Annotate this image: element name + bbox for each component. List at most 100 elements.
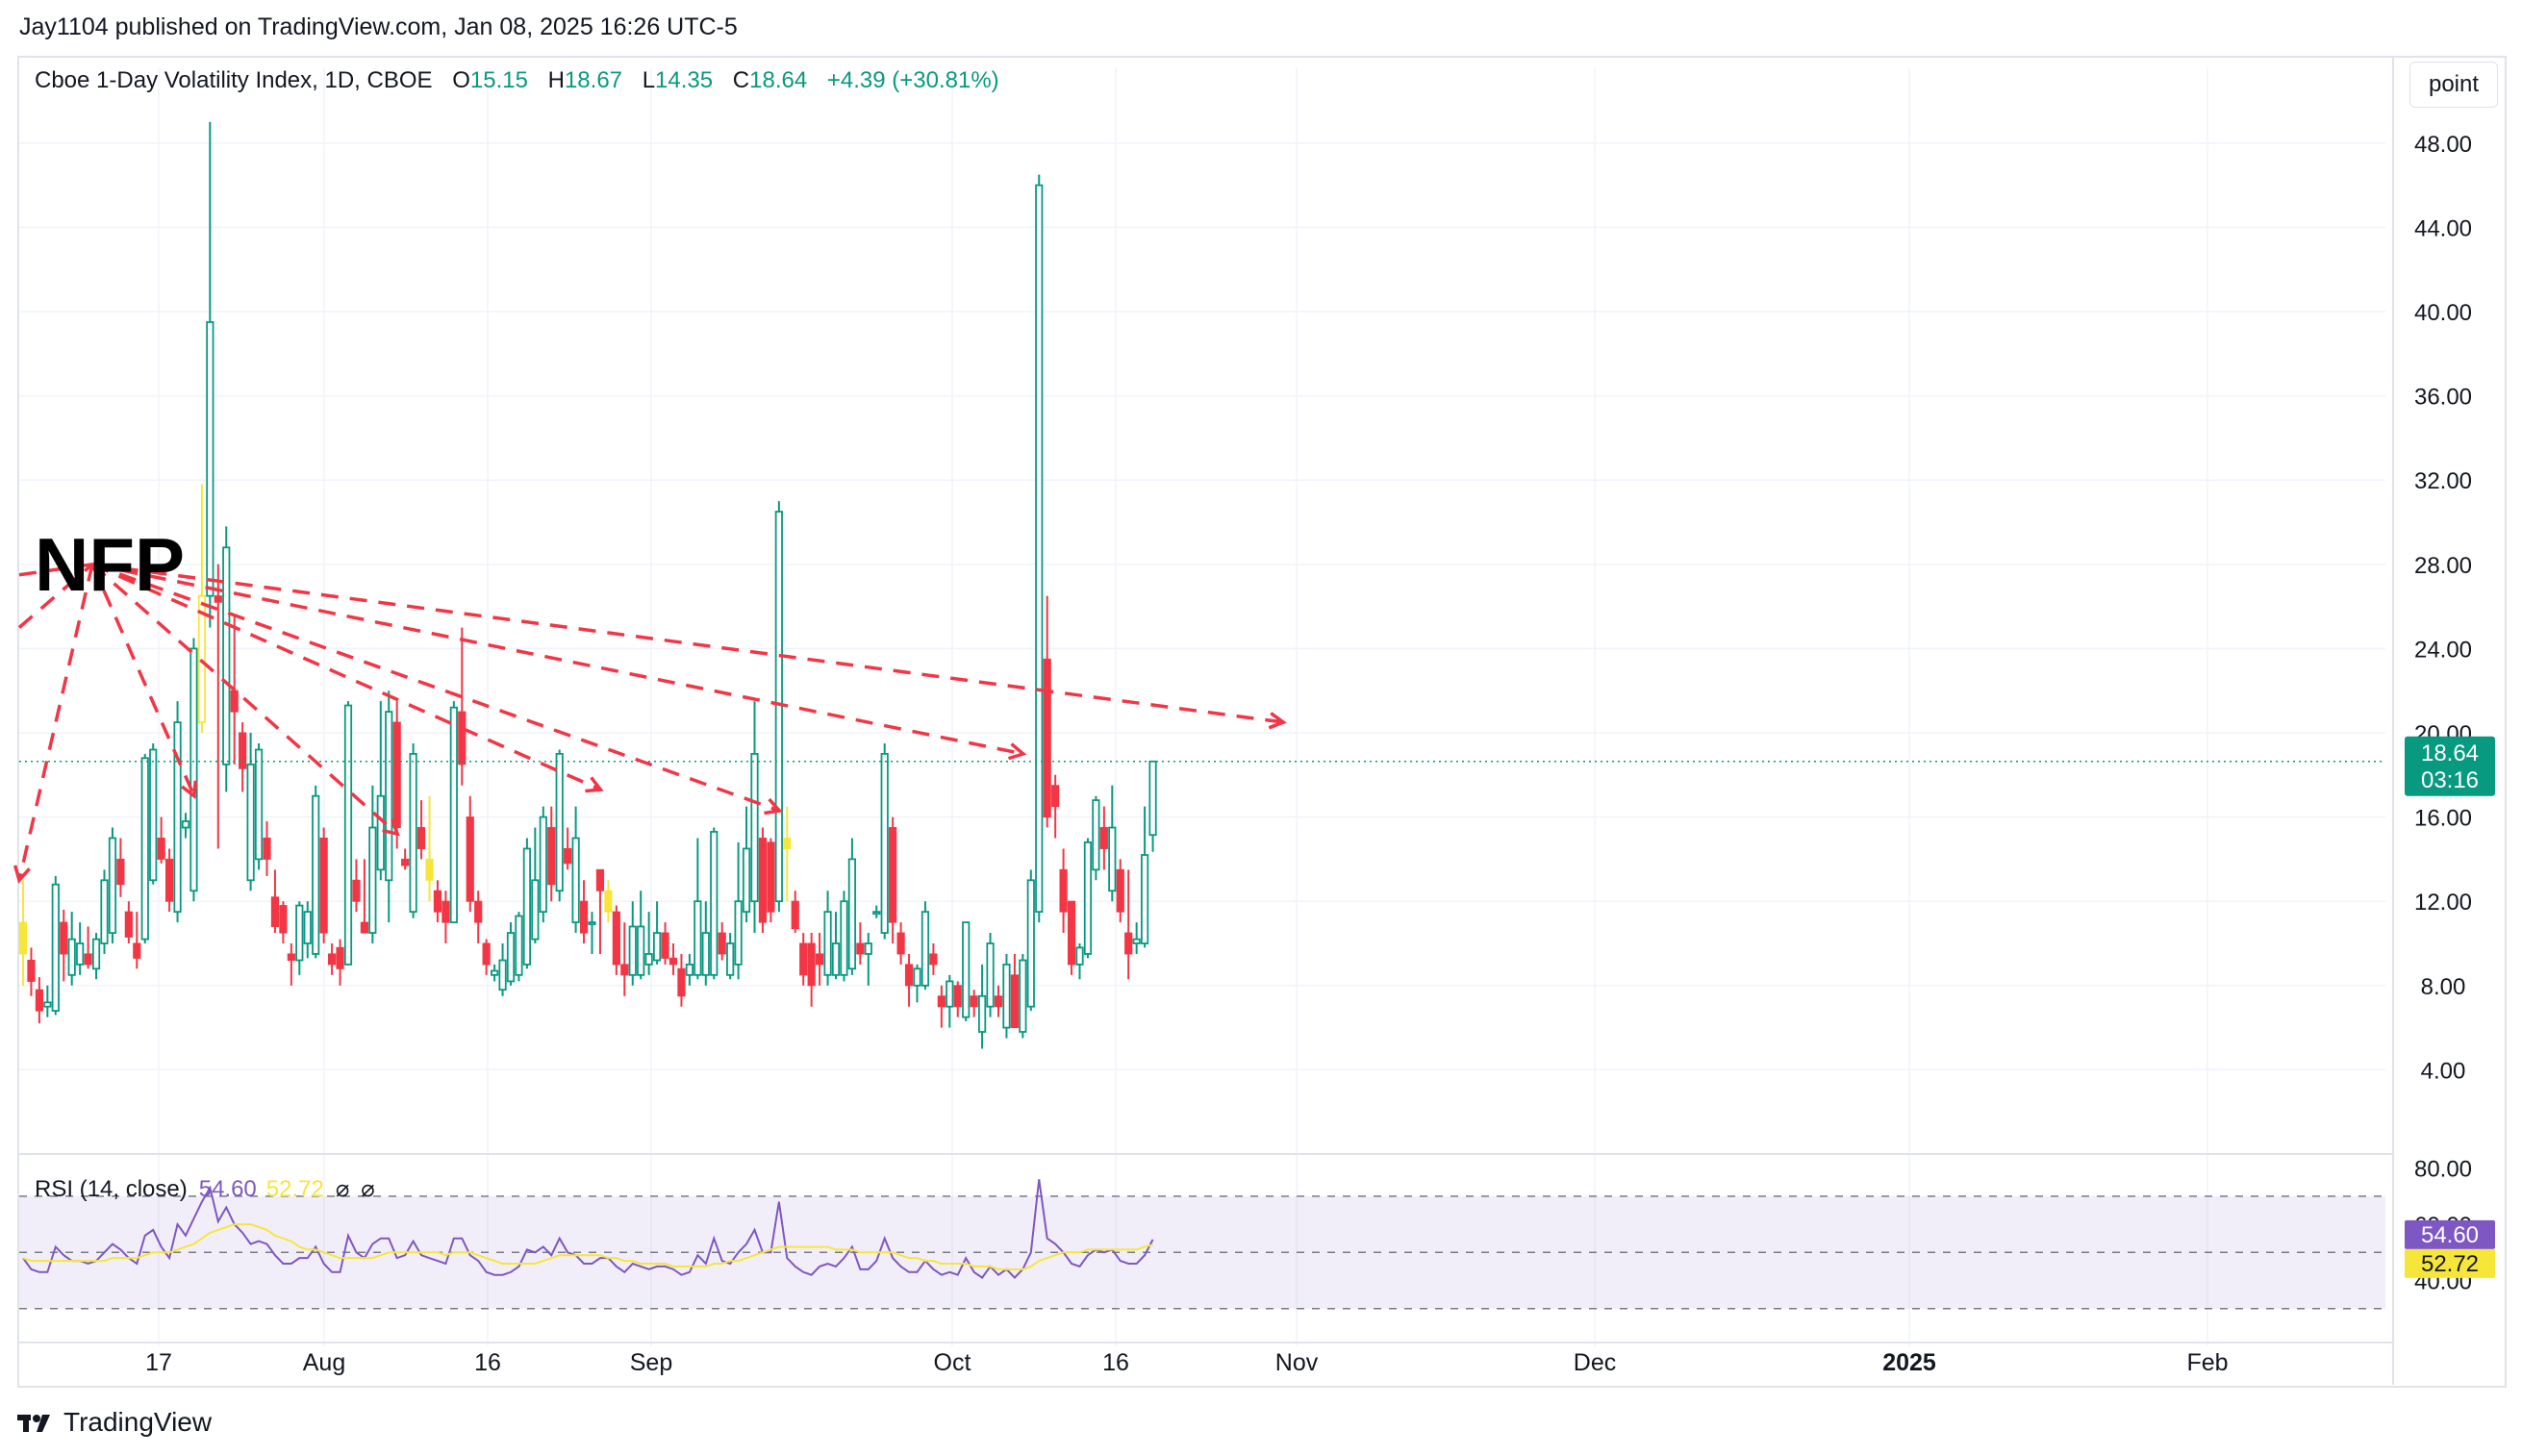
candle-body: [522, 847, 532, 966]
rsi-badge: [2405, 1219, 2495, 1249]
candle-body: [1075, 946, 1084, 966]
candle-body: [287, 953, 295, 962]
candle-body: [498, 959, 507, 992]
candle-body: [896, 932, 905, 955]
candle-body: [994, 995, 1003, 1008]
nfp-arrowhead: [181, 780, 198, 800]
tradingview-logo: TradingView: [17, 1407, 212, 1438]
nfp-arrowhead: [585, 776, 604, 793]
candle-body: [173, 721, 182, 914]
candle-body: [710, 831, 719, 976]
price-tick-label: 4.00: [2421, 1058, 2466, 1084]
candle-body: [246, 763, 255, 882]
candle-body: [783, 838, 792, 849]
candle-body: [416, 827, 426, 849]
candle-body: [588, 921, 596, 925]
candle-body: [628, 925, 637, 976]
time-tick-label: 2025: [1882, 1349, 1936, 1376]
nfp-arrow: [91, 563, 1024, 756]
candle-body: [76, 942, 85, 966]
candle-body: [840, 900, 848, 976]
nfp-arrow: [17, 564, 94, 881]
candle-body: [149, 748, 158, 882]
time-tick-label: 16: [474, 1349, 501, 1376]
candle-body: [701, 932, 710, 976]
price-tick-label: 12.00: [2414, 890, 2472, 916]
candle-body: [458, 711, 467, 766]
nfp-arrowhead: [13, 865, 31, 884]
time-tick-label: 16: [1102, 1349, 1129, 1376]
candle-body: [140, 757, 149, 941]
candle-body: [767, 841, 775, 913]
price-axis: 4.008.0012.0016.0020.0024.0028.0032.0036…: [2392, 58, 2495, 1385]
candle-body: [962, 921, 971, 1018]
candle-body: [1124, 932, 1133, 955]
candle-body: [872, 911, 881, 916]
candle-body: [1035, 184, 1044, 914]
candle-body: [856, 942, 865, 955]
candle-body: [668, 957, 678, 966]
candle-body: [1043, 658, 1051, 818]
rsi-legend: RSI (14, close) 54.60 52.72 ⌀ ⌀: [35, 1175, 375, 1203]
candle-body: [620, 964, 629, 976]
candle-body: [441, 900, 450, 923]
candle-body: [409, 753, 417, 914]
candle-body: [889, 827, 897, 923]
candle-body: [547, 827, 556, 886]
candle-body: [791, 900, 799, 930]
rsi-line: [22, 1179, 1154, 1280]
candle-body: [392, 721, 401, 829]
candle-body: [60, 921, 68, 955]
candle-body: [637, 925, 645, 976]
candle-body: [750, 753, 759, 903]
candle-body: [953, 985, 962, 1008]
visibility-icon[interactable]: ⌀: [361, 1176, 375, 1202]
symbol-legend: Cboe 1-Day Volatility Index, 1D, CBOE O1…: [35, 67, 999, 94]
candle-body: [1010, 974, 1020, 1029]
candle-body: [352, 879, 361, 902]
candle-body: [67, 938, 76, 976]
candle-body: [1092, 799, 1100, 871]
candle-body: [43, 1001, 52, 1008]
price-tick-label: 48.00: [2414, 132, 2472, 158]
candle-body: [880, 753, 889, 934]
visibility-icon[interactable]: ⌀: [335, 1176, 350, 1202]
open-value: 15.15: [469, 67, 528, 93]
nfp-arrow: [90, 563, 399, 836]
nfp-arrowhead: [1268, 712, 1287, 730]
nfp-arrow: [17, 563, 94, 629]
time-axis: 17 Aug 16 Sep Oct 16 Nov Dec 2025 Feb: [19, 1342, 2393, 1376]
candle-body: [230, 690, 239, 713]
candle-body: [376, 794, 385, 871]
grid-lines: [19, 67, 2385, 1346]
price-tick-label: 8.00: [2421, 974, 2466, 1000]
candle-body: [742, 847, 751, 914]
candle-body: [506, 932, 516, 983]
candle-body: [661, 932, 669, 959]
rsi-ma-line: [22, 1223, 1153, 1270]
price-tick-label: 32.00: [2414, 468, 2472, 494]
candle-body: [1019, 959, 1027, 1033]
candle-body: [35, 989, 43, 1012]
candle-body: [970, 995, 978, 1008]
candle-body: [157, 838, 165, 860]
nfp-arrow: [18, 563, 93, 577]
candle-body: [449, 706, 458, 923]
low-label: L: [642, 67, 656, 93]
candle-body: [604, 890, 613, 913]
candle-body: [385, 711, 393, 882]
candle-body: [263, 838, 271, 860]
chart-frame[interactable]: [17, 56, 2507, 1388]
price-tick-label: 40.00: [2414, 300, 2472, 326]
candle-body: [986, 942, 995, 1008]
candle-body: [1026, 879, 1035, 1008]
candle-body: [564, 847, 572, 865]
scale-mode-button[interactable]: point: [2409, 62, 2498, 108]
candle-body: [1141, 854, 1149, 944]
candle-body: [222, 546, 231, 766]
time-tick-label: Nov: [1275, 1349, 1319, 1376]
candle-body: [774, 511, 783, 903]
nfp-arrowhead: [1007, 742, 1027, 761]
price-tick-label: 16.00: [2414, 806, 2472, 832]
